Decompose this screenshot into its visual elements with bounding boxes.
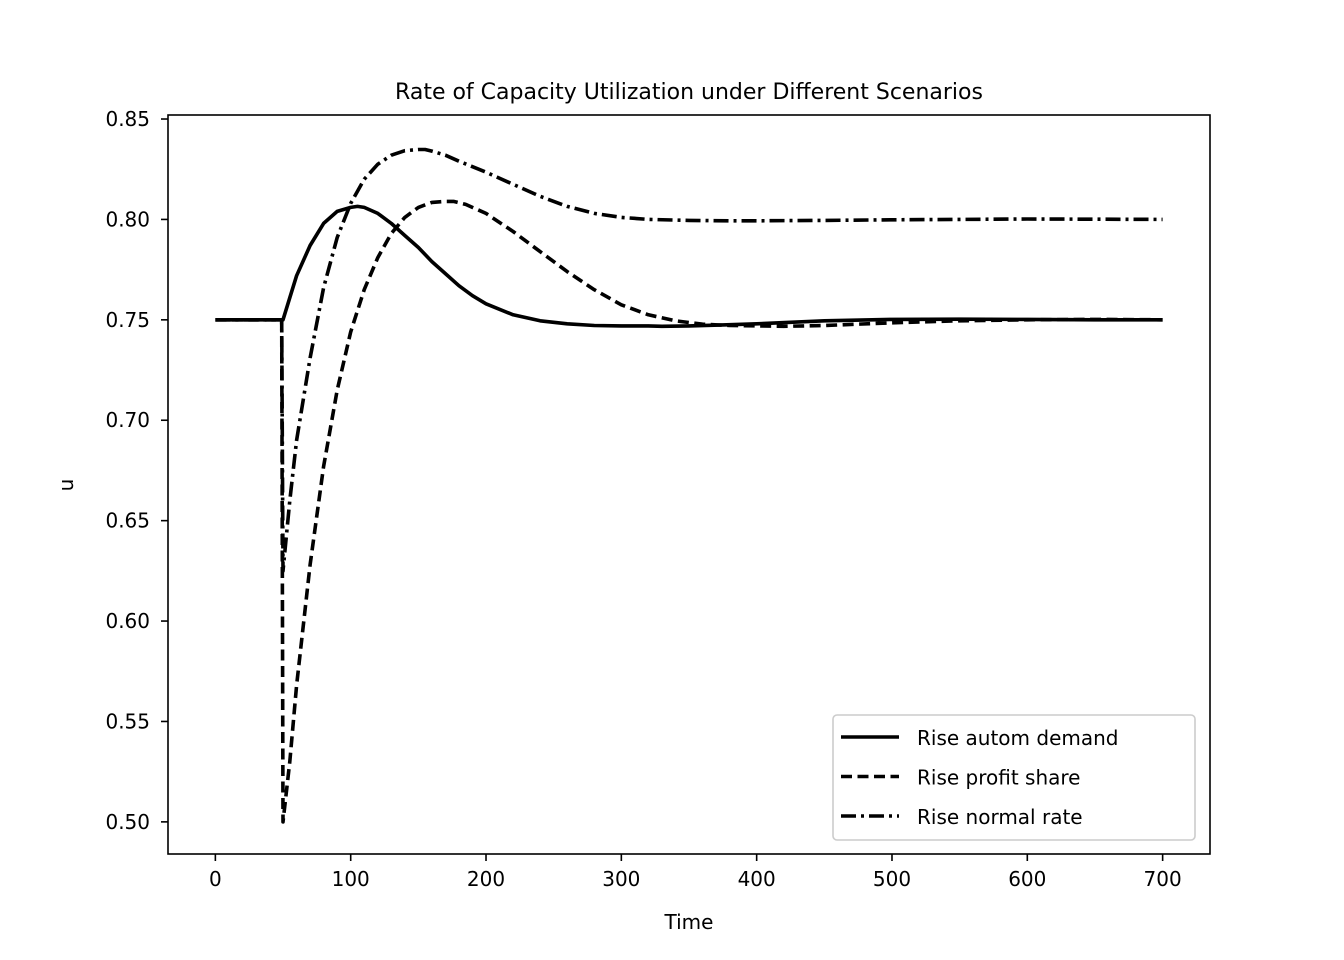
y-tick-label: 0.55 [105, 709, 150, 733]
series-line-rise-autom-demand [215, 204, 1163, 329]
x-tick-label: 700 [1144, 867, 1182, 891]
y-tick-label: 0.75 [105, 308, 150, 332]
y-tick-label: 0.60 [105, 609, 150, 633]
x-axis-label: Time [664, 910, 714, 934]
legend-box [832, 714, 1196, 841]
x-tick-label: 400 [738, 867, 776, 891]
series-line-rise-profit-share [215, 199, 1163, 824]
x-tick-label: 100 [332, 867, 370, 891]
x-tick-label: 300 [602, 867, 640, 891]
y-axis: 0.50 0.55 0.60 0.65 0.70 0.75 0.80 0.85 [105, 107, 168, 834]
y-tick-label: 0.80 [105, 207, 150, 231]
y-axis-label: u [54, 479, 78, 492]
series-line-rise-normal-rate [215, 147, 1163, 573]
chart-title: Rate of Capacity Utilization under Diffe… [395, 80, 983, 105]
y-tick-label: 0.70 [105, 408, 150, 432]
y-tick-label: 0.85 [105, 107, 150, 131]
legend-label: Rise autom demand [917, 726, 1119, 750]
y-tick-label: 0.65 [105, 509, 150, 533]
x-tick-label: 500 [873, 867, 911, 891]
x-tick-label: 600 [1008, 867, 1046, 891]
plot-area [167, 114, 1211, 855]
legend: Rise autom demand Rise profit share Rise n… [832, 714, 1196, 841]
axes-frame [167, 114, 1211, 855]
y-tick-label: 0.50 [105, 810, 150, 834]
x-tick-label: 0 [209, 867, 222, 891]
x-axis: 0 100 200 300 400 500 600 700 [209, 854, 1182, 891]
x-tick-label: 200 [467, 867, 505, 891]
legend-label: Rise normal rate [917, 805, 1083, 829]
series-layer [215, 147, 1163, 824]
legend-label: Rise profit share [917, 766, 1081, 790]
